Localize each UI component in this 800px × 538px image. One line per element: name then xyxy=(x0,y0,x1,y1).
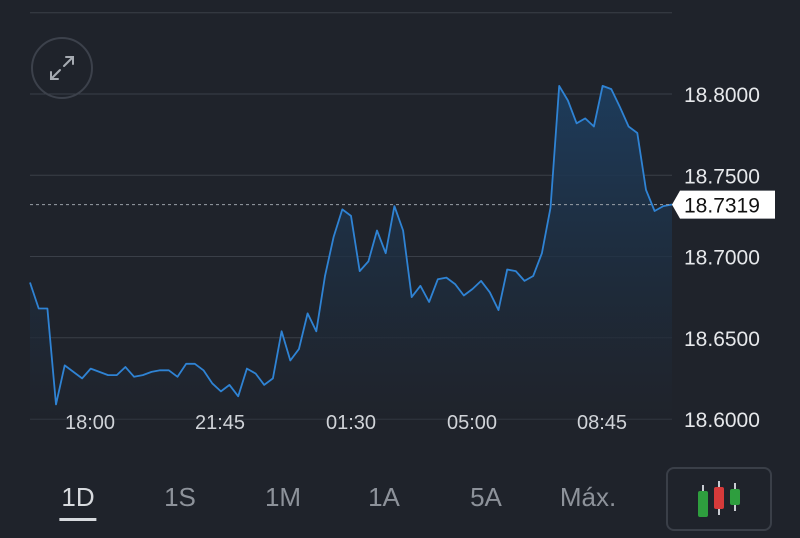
price-chart[interactable]: 18.8000 18.7500 18.7000 18.6500 18.6000 18:0… xyxy=(0,0,800,468)
candle-body xyxy=(698,491,708,517)
x-tick-label: 21:45 xyxy=(195,412,245,434)
x-axis-labels: 18:00 21:45 01:30 05:00 08:45 xyxy=(65,412,627,434)
y-tick-label: 18.7500 xyxy=(684,165,760,188)
y-axis-labels: 18.8000 18.7500 18.7000 18.6500 18.6000 xyxy=(684,84,760,432)
candlestick-icon xyxy=(698,481,740,517)
current-price-label: 18.7319 xyxy=(684,195,760,218)
x-tick-label: 08:45 xyxy=(577,412,627,434)
range-tab-1m[interactable]: 1M xyxy=(264,482,302,512)
y-tick-label: 18.6000 xyxy=(684,409,760,432)
expand-button[interactable] xyxy=(31,37,93,99)
range-tab-max[interactable]: Máx. xyxy=(559,482,617,512)
price-area xyxy=(30,85,672,420)
x-tick-label: 01:30 xyxy=(326,412,376,434)
range-tab-1d[interactable]: 1D xyxy=(59,482,97,521)
expand-arrows-icon xyxy=(50,56,74,80)
y-tick-label: 18.7000 xyxy=(684,247,760,270)
candle-body xyxy=(730,489,740,505)
range-tab-5a[interactable]: 5A xyxy=(470,482,502,512)
candle-body xyxy=(714,487,724,509)
y-tick-label: 18.6500 xyxy=(684,328,760,351)
chart-type-button[interactable] xyxy=(666,467,772,531)
x-tick-label: 18:00 xyxy=(65,412,115,434)
range-tab-1a[interactable]: 1A xyxy=(368,482,400,512)
current-price-marker: 18.7319 xyxy=(672,190,775,219)
time-range-selector: 1D 1S 1M 1A 5A Máx. xyxy=(0,468,800,538)
range-tab-1s[interactable]: 1S xyxy=(164,482,196,512)
price-line xyxy=(29,85,673,406)
y-tick-label: 18.8000 xyxy=(684,84,760,107)
x-tick-label: 05:00 xyxy=(447,412,497,434)
